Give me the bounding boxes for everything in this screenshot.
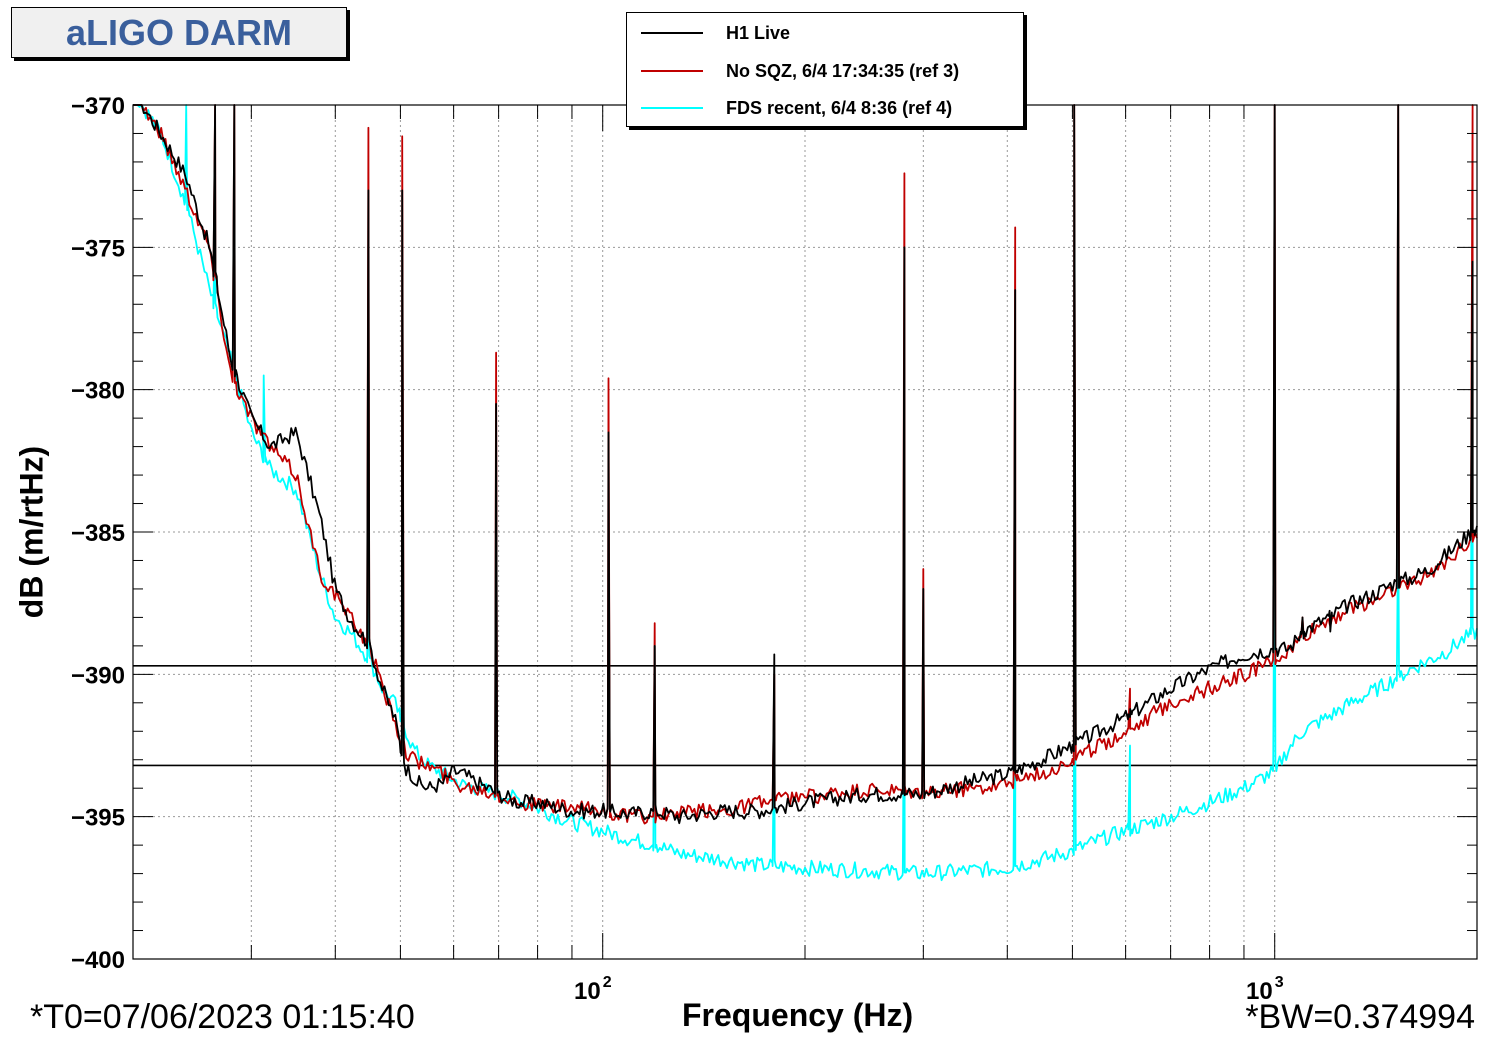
legend-item-fds-recent: FDS recent, 6/4 8:36 (ref 4) — [627, 93, 1023, 123]
legend-label-fds-recent: FDS recent, 6/4 8:36 (ref 4) — [726, 98, 953, 118]
series-group — [133, 104, 1478, 882]
x-axis-label: Frequency (Hz) — [682, 997, 914, 1033]
legend-swatch-h1-live — [641, 32, 703, 34]
t0-timestamp: *T0=07/06/2023 01:15:40 — [30, 998, 415, 1036]
y-tick-label: −385 — [71, 520, 125, 547]
y-tick-label: −370 — [71, 93, 125, 120]
legend-label-no-sqz: No SQZ, 6/4 17:34:35 (ref 3) — [726, 61, 960, 81]
legend: H1 Live No SQZ, 6/4 17:34:35 (ref 3) FDS… — [626, 12, 1024, 127]
y-tick-label: −395 — [71, 805, 125, 832]
x-tick-label: 10 — [574, 978, 601, 1005]
reference-lines — [133, 664, 1477, 767]
x-tick-label-exponent: 2 — [603, 974, 612, 991]
chart-title: aLIGO DARM — [65, 11, 292, 53]
series-line-2 — [133, 104, 1478, 882]
y-tick-label: −390 — [71, 662, 125, 689]
legend-label-h1-live: H1 Live — [726, 23, 791, 43]
x-tick-label-exponent: 3 — [1275, 974, 1284, 991]
bandwidth-label: *BW=0.374994 — [1245, 998, 1475, 1036]
series-line-0 — [133, 104, 1478, 825]
legend-item-no-sqz: No SQZ, 6/4 17:34:35 (ref 3) — [627, 56, 1023, 86]
y-tick-label: −375 — [71, 235, 125, 262]
x-tick-label: 10 — [1246, 978, 1273, 1005]
y-axis-label: dB (m/rtHz) — [13, 445, 50, 619]
legend-item-h1-live: H1 Live — [627, 18, 1023, 48]
legend-swatch-fds-recent — [641, 107, 703, 109]
chart-title-box: aLIGO DARM — [11, 7, 347, 58]
y-tick-label: −380 — [71, 378, 125, 405]
legend-swatch-no-sqz — [641, 70, 703, 72]
y-tick-label: −400 — [71, 947, 125, 974]
